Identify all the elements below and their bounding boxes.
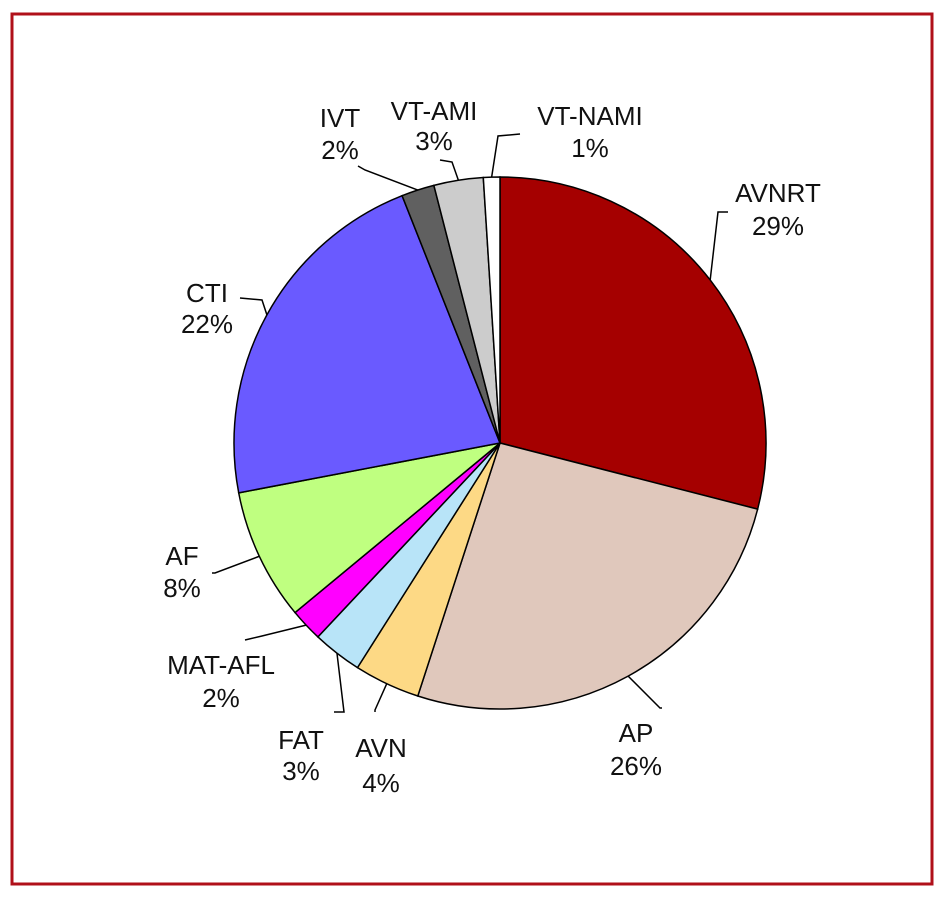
slice-value-label: 8% — [163, 573, 201, 603]
slice-value-label: 3% — [282, 756, 320, 786]
slice-label: MAT-AFL — [167, 650, 275, 680]
slice-label: AVN — [355, 733, 407, 763]
slice-value-label: 3% — [415, 126, 453, 156]
slice-label: FAT — [278, 725, 324, 755]
leader-line — [439, 159, 460, 181]
leader-line — [357, 165, 419, 191]
slice-label: VT-NAMI — [537, 101, 642, 131]
slice-label: VT-AMI — [391, 96, 478, 126]
leader-line — [239, 297, 268, 316]
leader-line — [212, 555, 260, 574]
pie-slice — [416, 442, 759, 710]
slice-label: AP — [619, 718, 654, 748]
slice-label: CTI — [186, 278, 228, 308]
pie-slice — [482, 176, 501, 444]
slice-value-label: 29% — [752, 211, 804, 241]
slice-value-label: 26% — [610, 751, 662, 781]
slice-value-label: 1% — [571, 133, 609, 163]
leader-line — [244, 624, 307, 641]
slice-label: AVNRT — [735, 178, 821, 208]
leader-line — [490, 133, 521, 178]
leader-line — [374, 683, 388, 712]
slice-value-label: 2% — [202, 683, 240, 713]
leader-line — [709, 211, 728, 281]
leader-line — [627, 675, 662, 709]
pie-slice — [499, 176, 767, 511]
leader-line — [334, 653, 345, 713]
slice-value-label: 4% — [362, 768, 400, 798]
slice-value-label: 22% — [181, 309, 233, 339]
slice-label: IVT — [320, 103, 361, 133]
slice-value-label: 2% — [321, 135, 359, 165]
slice-label: AF — [165, 541, 198, 571]
